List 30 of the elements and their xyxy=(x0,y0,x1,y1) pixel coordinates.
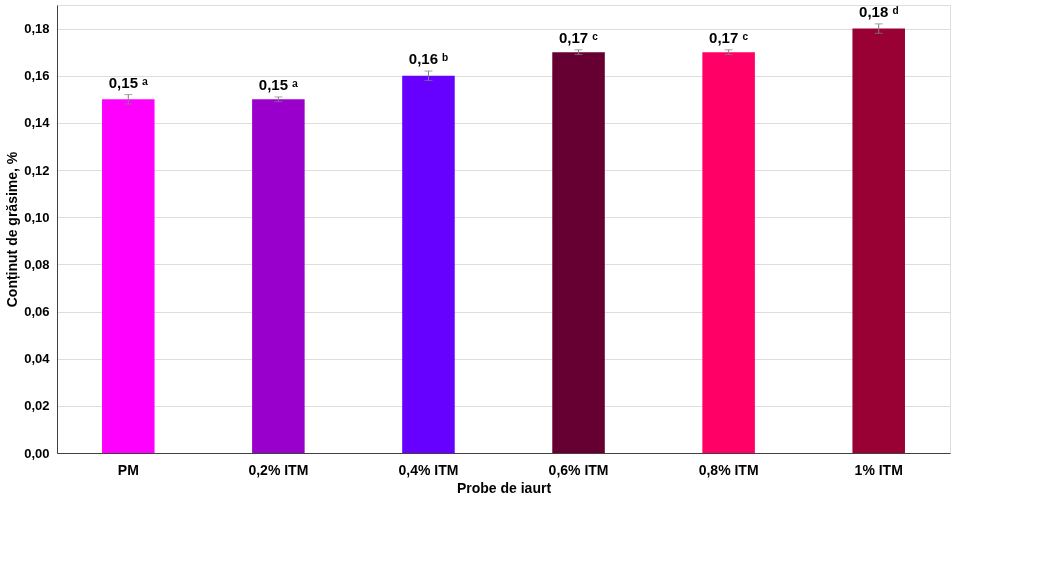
bar xyxy=(102,99,155,453)
data-label: 0,15 ᵃ xyxy=(108,73,149,91)
y-tick-label: 0,08 xyxy=(24,256,50,272)
x-axis-title: Probe de iaurt xyxy=(456,479,552,496)
data-label: 0,15 ᵃ xyxy=(258,75,299,93)
y-axis-title: Conținut de grăsime, % xyxy=(4,151,21,308)
y-tick-label: 0,12 xyxy=(24,162,50,178)
x-tick-label: 0,2% ITM xyxy=(248,461,309,478)
data-label: 0,18 ᵈ xyxy=(859,2,899,20)
y-tick-label: 0,10 xyxy=(24,209,50,225)
data-label: 0,16 ᵇ xyxy=(408,50,449,68)
bar xyxy=(252,99,305,453)
y-tick-label: 0,18 xyxy=(24,21,50,37)
bar xyxy=(402,75,455,453)
x-tick-label: PM xyxy=(117,461,139,478)
data-label: 0,17 ᶜ xyxy=(709,28,749,46)
y-tick-label: 0,16 xyxy=(24,68,50,84)
y-tick-label: 0,04 xyxy=(24,351,51,367)
y-tick-label: 0,00 xyxy=(24,445,50,461)
bar xyxy=(702,52,755,453)
x-tick-label: 0,6% ITM xyxy=(548,461,609,478)
bar xyxy=(552,52,605,453)
x-tick-label: 0,8% ITM xyxy=(698,461,759,478)
data-label: 0,17 ᶜ xyxy=(559,28,599,46)
bar xyxy=(852,28,905,453)
y-tick-label: 0,02 xyxy=(24,398,50,414)
y-tick-label: 0,14 xyxy=(24,115,51,131)
x-tick-label: 0,4% ITM xyxy=(398,461,459,478)
y-tick-label: 0,06 xyxy=(24,304,50,320)
x-tick-label: 1% ITM xyxy=(854,461,903,478)
